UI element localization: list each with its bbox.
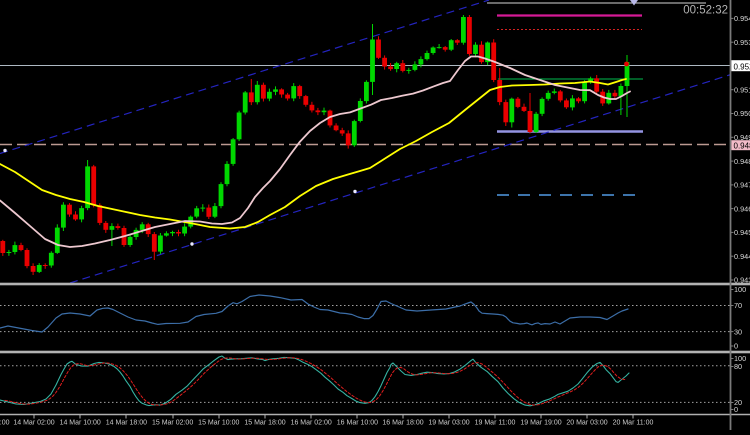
svg-text:19 Mar 19:00: 19 Mar 19:00 (520, 420, 561, 427)
svg-text:20 Mar 03:00: 20 Mar 03:00 (566, 420, 607, 427)
svg-text:0.9545: 0.9545 (734, 14, 750, 23)
svg-text:14 Mar 02:00: 14 Mar 02:00 (13, 420, 54, 427)
svg-text:19 Mar 03:00: 19 Mar 03:00 (428, 420, 469, 427)
svg-text:14 Mar 10:00: 14 Mar 10:00 (60, 420, 101, 427)
svg-text:70: 70 (734, 301, 742, 310)
svg-text:0.9515: 0.9515 (734, 85, 750, 94)
svg-text:80: 80 (734, 362, 742, 371)
svg-text:0.9435: 0.9435 (734, 276, 750, 285)
svg-text:0.9535: 0.9535 (734, 38, 750, 47)
svg-text:0.9525: 0.9525 (734, 62, 750, 71)
svg-text:0.9445: 0.9445 (734, 252, 750, 261)
svg-text::00: :00 (0, 420, 10, 427)
svg-text:15 Mar 10:00: 15 Mar 10:00 (198, 420, 239, 427)
svg-text:0.9485: 0.9485 (734, 157, 750, 166)
svg-text:100: 100 (734, 285, 746, 294)
svg-text:0.9505: 0.9505 (734, 109, 750, 118)
svg-text:15 Mar 02:00: 15 Mar 02:00 (152, 420, 193, 427)
svg-text:0: 0 (734, 405, 738, 414)
svg-text:00:52:32: 00:52:32 (683, 5, 728, 17)
svg-text:0.9455: 0.9455 (734, 228, 750, 237)
svg-text:0.9487: 0.9487 (734, 142, 750, 151)
svg-text:0: 0 (734, 342, 738, 351)
svg-text:14 Mar 18:00: 14 Mar 18:00 (106, 420, 147, 427)
svg-text:20 Mar 11:00: 20 Mar 11:00 (613, 420, 654, 427)
svg-text:16 Mar 18:00: 16 Mar 18:00 (382, 420, 423, 427)
svg-text:16 Mar 02:00: 16 Mar 02:00 (291, 420, 332, 427)
svg-text:15 Mar 18:00: 15 Mar 18:00 (244, 420, 285, 427)
svg-text:0.9465: 0.9465 (734, 204, 750, 213)
svg-text:16 Mar 10:00: 16 Mar 10:00 (337, 420, 378, 427)
svg-text:19 Mar 11:00: 19 Mar 11:00 (475, 420, 516, 427)
svg-text:30: 30 (734, 327, 742, 336)
svg-text:0.9475: 0.9475 (734, 181, 750, 190)
